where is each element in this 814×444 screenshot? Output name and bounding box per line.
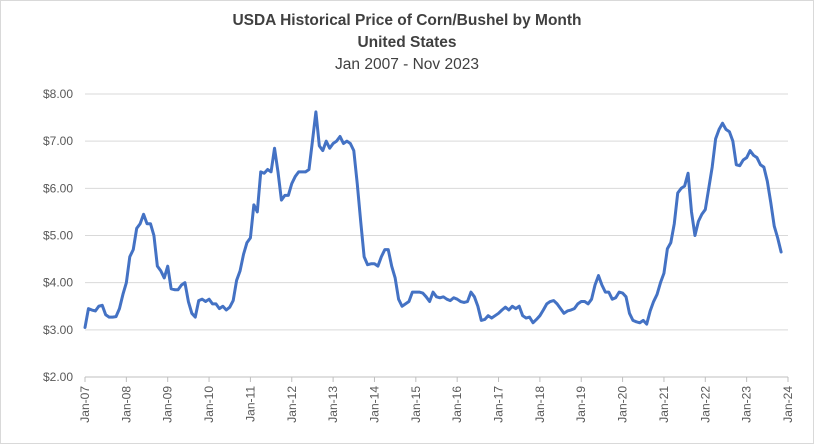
- x-tick-label: Jan-18: [533, 386, 547, 423]
- chart-titles: USDA Historical Price of Corn/Bushel by …: [0, 10, 814, 76]
- x-tick-label: Jan-13: [326, 386, 340, 423]
- y-tick-label: $7.00: [43, 134, 73, 148]
- x-axis-ticks: Jan-07 Jan-08 Jan-09 Jan-10 Jan-11 Jan-12 Jan-…: [78, 377, 795, 423]
- chart-subtitle: United States: [357, 34, 457, 51]
- y-tick-label: $4.00: [43, 276, 73, 290]
- series-line: [83, 110, 783, 329]
- gridlines: [85, 93, 788, 331]
- x-tick-label: Jan-11: [243, 386, 257, 422]
- y-tick-label: $5.00: [43, 229, 73, 243]
- x-tick-label: Jan-09: [161, 386, 175, 423]
- x-tick-label: Jan-15: [409, 386, 423, 423]
- y-tick-label: $3.00: [43, 323, 73, 337]
- x-tick-label: Jan-22: [698, 386, 712, 423]
- x-tick-label: Jan-20: [616, 386, 630, 423]
- chart-title: USDA Historical Price of Corn/Bushel by …: [232, 12, 582, 29]
- x-tick-label: Jan-21: [657, 386, 671, 423]
- x-tick-label: Jan-08: [119, 386, 133, 423]
- x-tick-label: Jan-10: [202, 386, 216, 423]
- x-tick-label: Jan-12: [285, 386, 299, 423]
- chart-date-range: Jan 2007 - Nov 2023: [335, 56, 479, 73]
- x-tick-label: Jan-17: [492, 386, 506, 423]
- y-tick-label: $8.00: [43, 87, 73, 101]
- x-tick-label: Jan-07: [78, 386, 92, 423]
- y-axis-ticks: $2.00 $3.00 $4.00 $5.00 $6.00 $7.00 $8.00: [43, 87, 73, 384]
- x-tick-label: Jan-16: [450, 386, 464, 423]
- x-tick-label: Jan-24: [781, 386, 795, 423]
- x-tick-label: Jan-19: [574, 386, 588, 423]
- y-tick-label: $6.00: [43, 181, 73, 195]
- price-series: [83, 110, 783, 329]
- x-tick-label: Jan-14: [367, 386, 381, 423]
- x-tick-label: Jan-23: [740, 386, 754, 423]
- y-tick-label: $2.00: [43, 370, 73, 384]
